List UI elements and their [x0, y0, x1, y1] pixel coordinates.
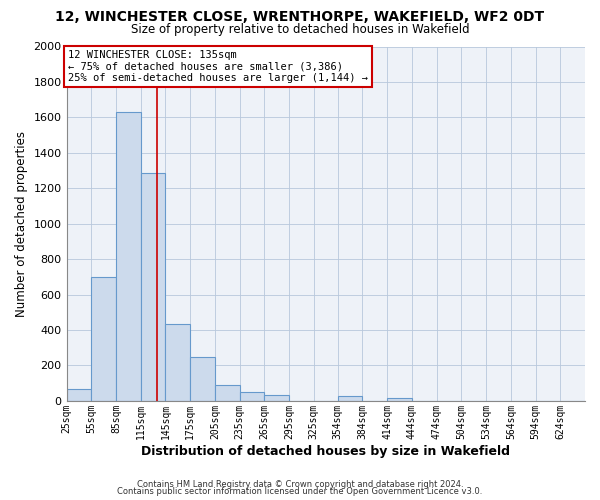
Bar: [265, 394, 289, 401]
Bar: [116, 112, 141, 401]
Bar: [166, 324, 190, 401]
Bar: [239, 392, 265, 401]
Bar: [67, 390, 91, 401]
Bar: [190, 356, 215, 401]
Bar: [141, 173, 166, 401]
Text: Contains HM Land Registry data © Crown copyright and database right 2024.: Contains HM Land Registry data © Crown c…: [137, 480, 463, 489]
Text: 12, WINCHESTER CLOSE, WRENTHORPE, WAKEFIELD, WF2 0DT: 12, WINCHESTER CLOSE, WRENTHORPE, WAKEFI…: [55, 10, 545, 24]
Bar: [338, 396, 362, 401]
Bar: [215, 385, 239, 401]
Bar: [387, 398, 412, 401]
Text: Size of property relative to detached houses in Wakefield: Size of property relative to detached ho…: [131, 22, 469, 36]
Text: Contains public sector information licensed under the Open Government Licence v3: Contains public sector information licen…: [118, 487, 482, 496]
Y-axis label: Number of detached properties: Number of detached properties: [15, 130, 28, 316]
Text: 12 WINCHESTER CLOSE: 135sqm
← 75% of detached houses are smaller (3,386)
25% of : 12 WINCHESTER CLOSE: 135sqm ← 75% of det…: [68, 50, 368, 83]
Bar: [91, 277, 116, 401]
X-axis label: Distribution of detached houses by size in Wakefield: Distribution of detached houses by size …: [141, 444, 510, 458]
